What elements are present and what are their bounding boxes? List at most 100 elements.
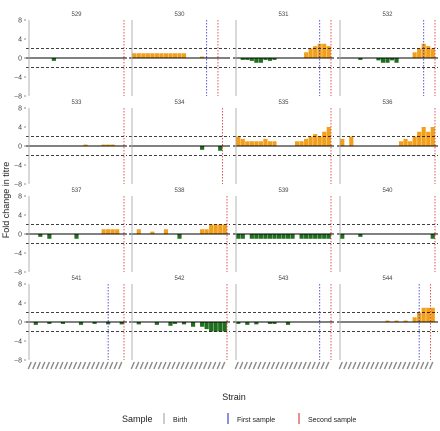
x-tick-mark — [166, 361, 172, 370]
x-tick-mark — [284, 361, 289, 370]
bar — [236, 322, 241, 324]
x-tick-mark — [297, 361, 303, 370]
x-tick-mark — [36, 361, 41, 370]
y-tick-label: −4 — [14, 163, 22, 170]
x-tick-mark — [95, 361, 100, 370]
bar — [209, 224, 214, 234]
bar — [254, 234, 259, 239]
bar — [136, 322, 141, 325]
legend-title: Sample — [122, 414, 153, 424]
bar — [326, 46, 331, 58]
bar — [33, 322, 38, 325]
y-tick-label: 4 — [18, 213, 22, 220]
y-tick-label: −4 — [14, 251, 22, 258]
bar — [385, 58, 390, 63]
y-tick-label: 8 — [18, 106, 22, 113]
bar — [394, 320, 399, 322]
bar — [272, 234, 277, 239]
bar — [403, 320, 408, 322]
bar — [389, 58, 395, 61]
bar — [145, 53, 150, 58]
panel-title: 529 — [71, 12, 82, 18]
bar — [299, 141, 304, 146]
bar — [430, 307, 435, 322]
panel: 533 −8 −4 0 4 8 — [14, 100, 127, 189]
bar — [263, 58, 268, 60]
x-tick-mark — [234, 361, 239, 370]
panel: 540 — [337, 188, 438, 272]
bar — [101, 229, 106, 234]
x-tick-mark — [293, 361, 298, 370]
x-tick-mark — [27, 361, 32, 370]
bar — [213, 224, 218, 234]
bar — [254, 322, 259, 325]
x-tick-mark — [216, 361, 221, 370]
bar — [159, 53, 164, 58]
bar — [150, 231, 155, 234]
bar — [398, 141, 404, 146]
bar — [245, 58, 250, 60]
bar — [172, 53, 178, 58]
bar — [218, 224, 223, 234]
panel: 544 — [337, 276, 438, 370]
x-tick-mark — [261, 361, 267, 370]
bar — [245, 141, 250, 146]
bar — [412, 317, 417, 322]
panel: 535 — [233, 100, 334, 184]
bar — [421, 307, 426, 322]
y-tick-label: 8 — [18, 194, 22, 201]
bar — [272, 141, 277, 146]
bar — [101, 144, 106, 146]
x-axis-title: Strain — [222, 392, 246, 402]
bar — [290, 234, 295, 239]
bar — [412, 52, 417, 58]
bar — [304, 52, 309, 58]
legend-label: Second sample — [308, 417, 356, 424]
bar — [308, 136, 313, 146]
x-tick-mark — [338, 361, 343, 370]
bar — [263, 138, 268, 146]
bar — [200, 146, 205, 150]
bar — [263, 234, 268, 239]
bar — [163, 229, 169, 234]
bar — [177, 53, 182, 58]
bar — [47, 322, 52, 324]
bar — [313, 46, 318, 58]
x-tick-mark — [81, 361, 87, 370]
x-tick-mark — [306, 361, 312, 370]
bar — [430, 48, 435, 58]
x-tick-mark — [429, 361, 434, 370]
bar — [285, 322, 291, 325]
panel-title: 540 — [382, 188, 393, 194]
bar — [294, 141, 300, 146]
bar — [317, 234, 322, 239]
x-tick-mark — [392, 361, 398, 370]
x-tick-mark — [54, 361, 60, 370]
panel-title: 530 — [174, 12, 185, 18]
panel: 536 — [337, 100, 438, 184]
y-tick-label: −8 — [14, 182, 22, 189]
bar — [254, 141, 259, 146]
y-tick-label: −4 — [14, 75, 22, 82]
bar — [322, 234, 327, 239]
x-tick-mark — [130, 361, 135, 370]
x-tick-mark — [406, 361, 411, 370]
bar — [222, 322, 227, 332]
bar — [267, 58, 273, 61]
bar — [249, 58, 254, 61]
bar — [240, 58, 245, 60]
y-tick-label: 0 — [18, 144, 22, 151]
x-tick-mark — [86, 361, 91, 370]
y-tick-label: 0 — [18, 56, 22, 63]
bar — [426, 131, 431, 146]
bar — [349, 136, 354, 146]
x-tick-mark — [189, 361, 194, 370]
panel-title: 537 — [71, 188, 82, 194]
bar — [110, 229, 115, 234]
bar — [258, 234, 263, 239]
bar — [376, 58, 381, 61]
legend-item: First sample — [227, 413, 275, 424]
panel: 534 — [129, 100, 230, 184]
bar — [74, 234, 79, 239]
